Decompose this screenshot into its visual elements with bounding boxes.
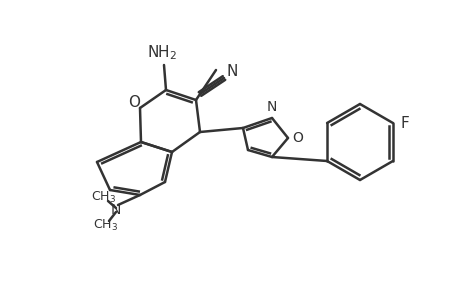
Text: N: N [266,100,277,114]
Text: CH$_3$: CH$_3$ [91,190,116,205]
Text: F: F [400,116,409,130]
Text: N: N [226,64,237,79]
Text: NH$_2$: NH$_2$ [146,44,177,62]
Text: N: N [111,203,121,217]
Text: CH$_3$: CH$_3$ [93,218,118,232]
Text: O: O [292,131,303,145]
Text: O: O [128,94,140,110]
